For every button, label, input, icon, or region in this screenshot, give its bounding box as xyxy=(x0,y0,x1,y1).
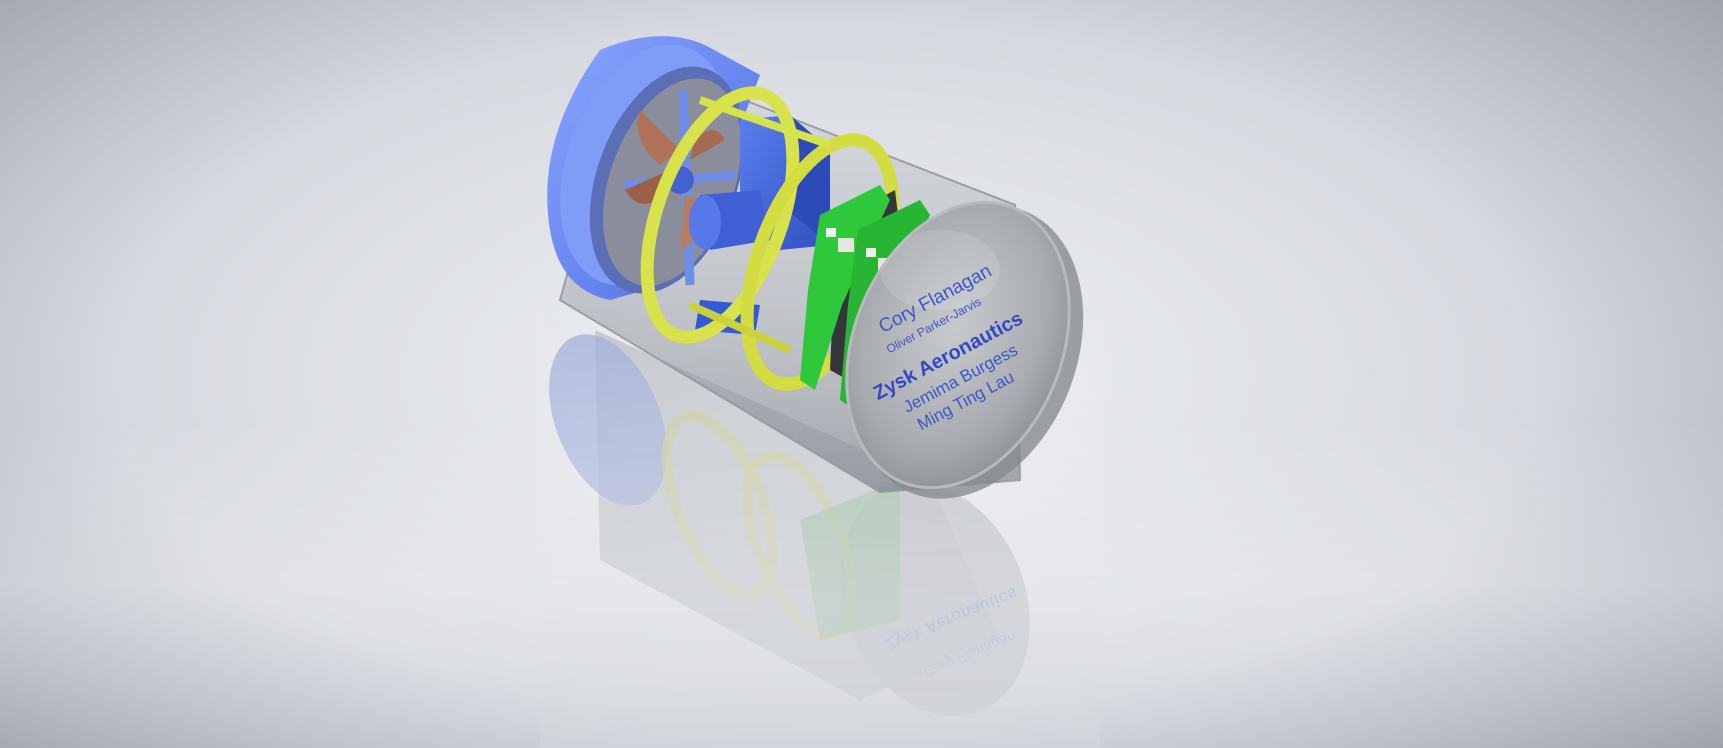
clear-end-cap-icon xyxy=(845,200,1084,499)
